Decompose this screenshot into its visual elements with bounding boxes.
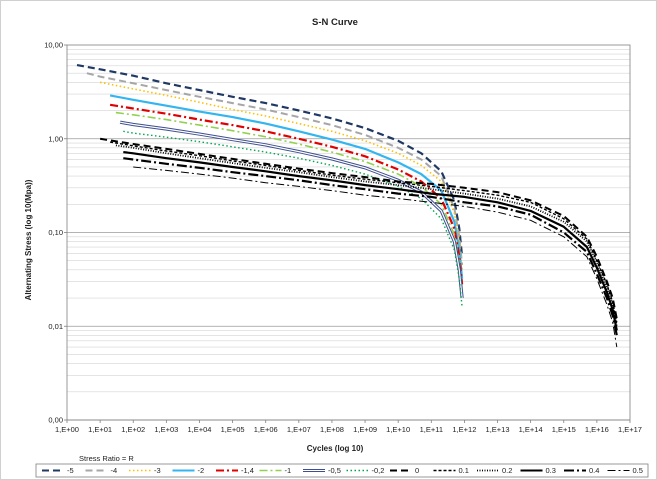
y-tick-label: 10,00 xyxy=(44,41,63,50)
grid xyxy=(67,48,630,421)
chart-title: S-N Curve xyxy=(312,17,358,28)
x-tick-label: 1,E+11 xyxy=(420,425,443,434)
legend-caption: Stress Ratio = R xyxy=(79,454,134,463)
x-tick-label: 1,E+15 xyxy=(552,425,576,434)
series-line-1 xyxy=(86,72,464,266)
legend-label: -4 xyxy=(111,466,118,475)
legend-label: 0.1 xyxy=(459,466,469,475)
x-tick-label: 1,E+03 xyxy=(154,425,178,434)
series-line-4 xyxy=(109,103,464,285)
legend: -5 -4 -3 -2 -1,4 -1 -0,5 -0,2 0 0.1 0.2 0.3 0.4 0.5 xyxy=(42,466,643,475)
x-tick-label: 1,E+14 xyxy=(519,425,543,434)
series-line-8 xyxy=(99,137,618,319)
legend-box xyxy=(35,463,649,478)
x-tick-label: 1,E+00 xyxy=(55,425,79,434)
series-line-2 xyxy=(99,81,463,270)
legend-label: -1 xyxy=(285,466,292,475)
y-axis-ticks: 0,00 0,01 0,10 1,00 10,00 xyxy=(44,41,67,425)
y-tick-label: 0,00 xyxy=(48,416,63,425)
series-line-9 xyxy=(109,141,618,323)
x-tick-label: 1,E+07 xyxy=(287,425,311,434)
legend-label: 0.4 xyxy=(589,466,599,475)
series-line-13 xyxy=(133,166,618,348)
y-axis-title: Alternating Stress (log 10(Mpa)) xyxy=(24,179,33,300)
x-tick-label: 1,E+01 xyxy=(88,425,112,434)
legend-label: -5 xyxy=(67,466,74,475)
x-tick-label: 1,E+05 xyxy=(221,425,245,434)
y-tick-label: 0,01 xyxy=(48,322,63,331)
series-lines xyxy=(76,64,618,348)
series-line-12 xyxy=(123,157,618,336)
series-line-5 xyxy=(115,111,463,291)
series-line-11 xyxy=(123,151,618,331)
legend-label: 0.2 xyxy=(502,466,512,475)
x-tick-label: 1,E+04 xyxy=(187,425,211,434)
x-tick-label: 1,E+09 xyxy=(353,425,377,434)
x-tick-label: 1,E+10 xyxy=(386,425,410,434)
x-tick-label: 1,E+17 xyxy=(618,425,642,434)
legend-label: 0 xyxy=(415,466,419,475)
legend-label: -0,5 xyxy=(328,466,341,475)
x-tick-label: 1,E+16 xyxy=(585,425,609,434)
series-line-3 xyxy=(109,94,464,280)
legend-label: 0.5 xyxy=(633,466,643,475)
legend-label: -3 xyxy=(154,466,161,475)
x-axis-ticks: 1,E+00 1,E+01 1,E+02 1,E+03 1,E+04 1,E+05 1,E+… xyxy=(55,420,642,434)
y-tick-label: 0,10 xyxy=(48,228,63,237)
legend-label: -1,4 xyxy=(241,466,254,475)
series-line-0 xyxy=(76,64,464,257)
legend-label: -2 xyxy=(198,466,205,475)
x-tick-label: 1,E+13 xyxy=(486,425,510,434)
legend-label: -0,2 xyxy=(372,466,385,475)
x-axis-title: Cycles (log 10) xyxy=(307,444,364,453)
series-line-6-inner xyxy=(119,121,463,299)
y-tick-label: 1,00 xyxy=(48,134,63,143)
x-tick-label: 1,E+08 xyxy=(320,425,344,434)
x-tick-label: 1,E+12 xyxy=(452,425,476,434)
x-tick-label: 1,E+02 xyxy=(121,425,145,434)
legend-label: 0.3 xyxy=(546,466,556,475)
series-line-10 xyxy=(115,144,618,327)
x-tick-label: 1,E+06 xyxy=(254,425,278,434)
